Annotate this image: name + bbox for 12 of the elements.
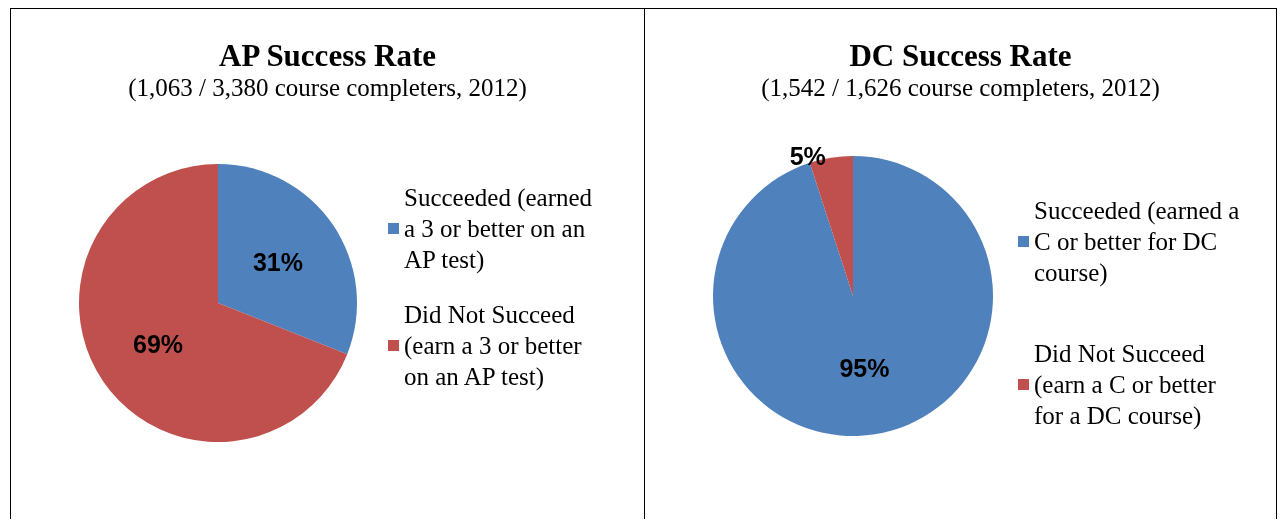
data-label: 31% — [252, 248, 303, 277]
legend-label: Succeeded (earned a C or better for DC course) — [1034, 197, 1246, 287]
chart-subtitle: (1,542 / 1,626 course completers, 2012) — [761, 74, 1160, 102]
chart-title: AP Success Rate — [219, 38, 436, 73]
legend-label: Did Not Succeed (earn a 3 or better on an AP test) — [404, 301, 588, 391]
data-label: 95% — [839, 354, 890, 383]
chart-title: DC Success Rate — [849, 38, 1072, 73]
legend-label: Did Not Succeed (earn a C or better for a DC course) — [1034, 340, 1223, 430]
data-label: 5% — [789, 141, 826, 170]
chart-subtitle: (1,063 / 3,380 course completers, 2012) — [128, 74, 527, 102]
legend-label: Succeeded (earned a 3 or better on an AP test) — [404, 184, 599, 274]
data-label: 69% — [133, 329, 184, 358]
